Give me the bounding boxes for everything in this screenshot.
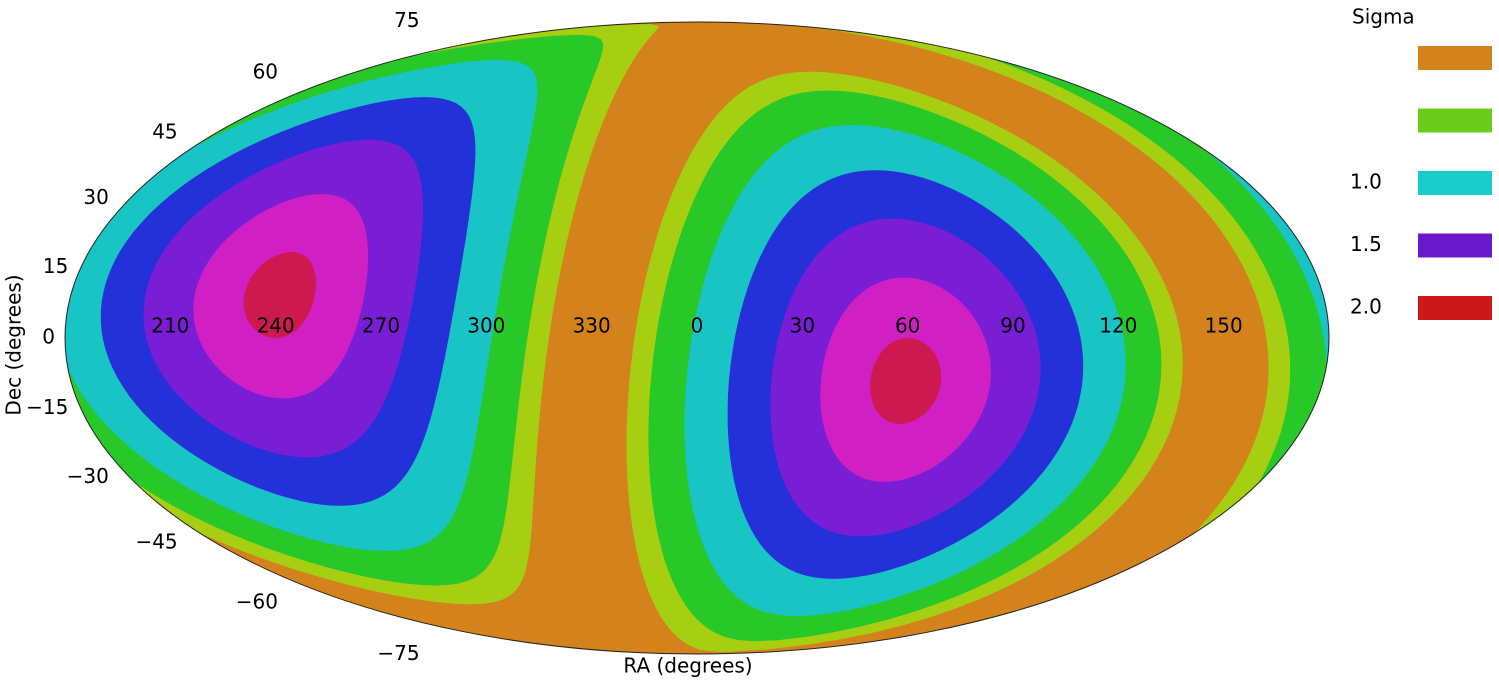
x-tick-label: 0 (691, 314, 704, 338)
legend-swatch (1418, 296, 1492, 320)
sky-region (243, 252, 316, 338)
legend-swatch (1418, 46, 1492, 70)
y-tick-label: −15 (26, 395, 68, 419)
map-outline (64, 21, 1330, 655)
legend-label: 2.0 (1350, 295, 1382, 319)
x-tick-label: 240 (257, 314, 295, 338)
x-axis-label: RA (degrees) (623, 654, 752, 678)
x-tick-label: 150 (1205, 314, 1243, 338)
y-tick-label: 30 (83, 185, 108, 209)
y-tick-label: 60 (253, 60, 278, 84)
y-axis-label: Dec (degrees) (2, 274, 26, 415)
y-tick-label: 0 (42, 325, 55, 349)
y-tick-label: 75 (394, 8, 419, 32)
x-tick-label: 270 (362, 314, 400, 338)
sky-region (870, 338, 942, 424)
legend-title: Sigma (1352, 5, 1415, 29)
x-tick-label: 60 (895, 314, 920, 338)
legend-label: 1.0 (1350, 170, 1382, 194)
legend-swatch (1418, 233, 1492, 258)
y-tick-label: −75 (377, 641, 419, 665)
y-tick-label: −30 (67, 464, 109, 488)
legend-label: 1.5 (1350, 232, 1382, 256)
sky-map (65, 22, 1499, 654)
x-tick-label: 300 (467, 314, 505, 338)
x-tick-label: 330 (573, 314, 611, 338)
sky-region (1491, 252, 1499, 338)
y-tick-label: −45 (135, 530, 177, 554)
legend-swatch (1418, 171, 1492, 195)
legend-swatch (1418, 108, 1492, 133)
x-tick-label: 210 (151, 314, 189, 338)
x-tick-label: 30 (790, 314, 815, 338)
y-tick-label: 15 (43, 254, 68, 278)
sky-region (1388, 125, 1499, 616)
x-tick-label: 90 (1000, 314, 1025, 338)
y-tick-label: 45 (152, 119, 177, 143)
y-tick-label: −60 (236, 589, 278, 613)
x-tick-label: 120 (1099, 314, 1137, 338)
